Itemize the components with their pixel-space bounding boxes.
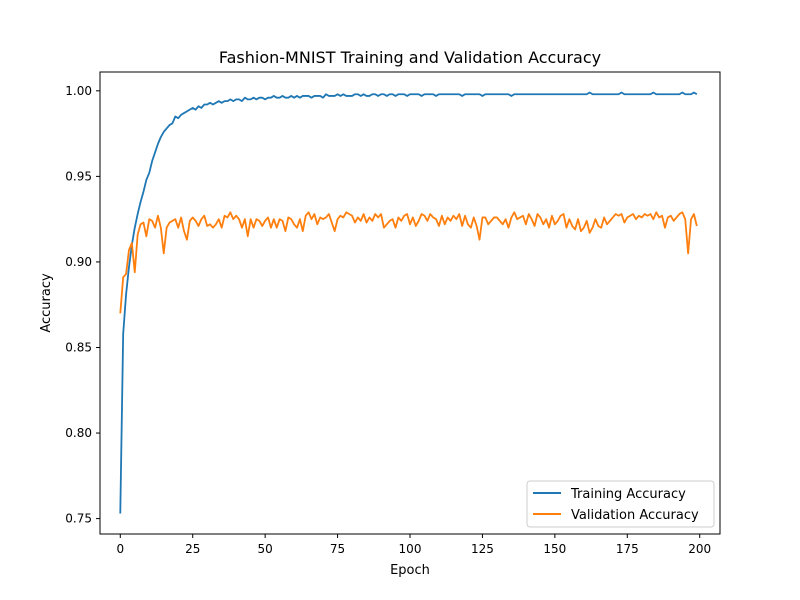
x-tick-label: 50 <box>257 542 272 556</box>
legend-box <box>526 480 715 528</box>
legend-label-validation: Validation Accuracy <box>571 508 699 523</box>
x-tick-label: 0 <box>116 542 124 556</box>
chart-title: Fashion-MNIST Training and Validation Ac… <box>219 48 601 67</box>
x-axis-label: Epoch <box>390 563 430 578</box>
legend-label-training: Training Accuracy <box>570 487 686 502</box>
y-tick-label: 0.90 <box>65 255 92 269</box>
x-tick-label: 25 <box>185 542 200 556</box>
y-axis-label: Accuracy <box>39 273 54 333</box>
x-tick-label: 175 <box>616 542 639 556</box>
series-line-validation <box>119 211 698 314</box>
y-tick-label: 0.85 <box>65 340 92 354</box>
x-tick-label: 75 <box>330 542 345 556</box>
y-tick-label: 0.95 <box>65 169 92 183</box>
y-tick-label: 0.75 <box>65 512 92 526</box>
x-tick-label: 100 <box>399 542 422 556</box>
y-tick-label: 1.00 <box>65 84 92 98</box>
y-axis-ticks: 0.75 0.80 0.85 0.90 0.95 1.00 <box>65 84 100 526</box>
y-tick-label: 0.80 <box>65 426 92 440</box>
x-tick-label: 200 <box>688 542 711 556</box>
x-tick-label: 150 <box>543 542 566 556</box>
x-tick-label: 125 <box>471 542 494 556</box>
x-axis-ticks: 0 25 50 75 100 125 150 175 200 <box>116 534 711 556</box>
series-layer <box>119 91 698 514</box>
legend: Training Accuracy Validation Accuracy <box>526 480 715 528</box>
series-line-training <box>119 91 698 514</box>
